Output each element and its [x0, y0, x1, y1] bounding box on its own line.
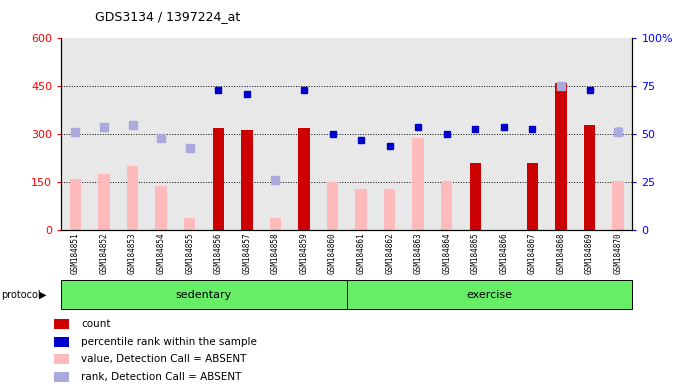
Text: protocol: protocol: [1, 290, 40, 300]
Bar: [184, 218, 195, 230]
Text: GSM184869: GSM184869: [585, 233, 594, 275]
Bar: [61, 280, 347, 309]
Text: GSM184854: GSM184854: [156, 233, 166, 275]
Bar: [384, 189, 395, 230]
Bar: [413, 137, 424, 230]
Bar: [54, 354, 69, 364]
Bar: [54, 372, 69, 382]
Text: GSM184862: GSM184862: [385, 233, 394, 275]
Text: GSM184867: GSM184867: [528, 233, 537, 275]
Text: GSM184866: GSM184866: [499, 233, 509, 275]
Text: GSM184856: GSM184856: [214, 233, 223, 275]
Text: GSM184864: GSM184864: [442, 233, 452, 275]
Bar: [613, 181, 624, 230]
Text: value, Detection Call = ABSENT: value, Detection Call = ABSENT: [82, 354, 247, 364]
Text: GSM184857: GSM184857: [242, 233, 252, 275]
Bar: [99, 174, 109, 230]
Bar: [470, 163, 481, 230]
Bar: [70, 179, 81, 230]
Bar: [556, 83, 566, 230]
Text: percentile rank within the sample: percentile rank within the sample: [82, 337, 257, 347]
Bar: [441, 181, 452, 230]
Text: ▶: ▶: [39, 290, 46, 300]
Text: GSM184852: GSM184852: [99, 233, 109, 275]
Bar: [213, 128, 224, 230]
Text: GSM184851: GSM184851: [71, 233, 80, 275]
Text: GSM184861: GSM184861: [356, 233, 366, 275]
Text: GSM184855: GSM184855: [185, 233, 194, 275]
Text: exercise: exercise: [466, 290, 513, 300]
Bar: [299, 128, 309, 230]
Text: GSM184865: GSM184865: [471, 233, 480, 275]
Bar: [584, 125, 595, 230]
Bar: [270, 218, 281, 230]
Text: GSM184859: GSM184859: [299, 233, 309, 275]
Text: rank, Detection Call = ABSENT: rank, Detection Call = ABSENT: [82, 372, 241, 382]
Bar: [241, 129, 252, 230]
Text: GSM184863: GSM184863: [413, 233, 423, 275]
Text: GSM184860: GSM184860: [328, 233, 337, 275]
Text: GDS3134 / 1397224_at: GDS3134 / 1397224_at: [95, 10, 241, 23]
Text: sedentary: sedentary: [176, 290, 232, 300]
Bar: [127, 166, 138, 230]
Bar: [527, 163, 538, 230]
Text: GSM184858: GSM184858: [271, 233, 280, 275]
Text: GSM184870: GSM184870: [613, 233, 623, 275]
Bar: [327, 182, 338, 230]
Bar: [347, 280, 632, 309]
Text: GSM184853: GSM184853: [128, 233, 137, 275]
Text: GSM184868: GSM184868: [556, 233, 566, 275]
Bar: [54, 319, 69, 329]
Bar: [156, 185, 167, 230]
Text: count: count: [82, 319, 111, 329]
Bar: [54, 336, 69, 347]
Bar: [356, 189, 367, 230]
